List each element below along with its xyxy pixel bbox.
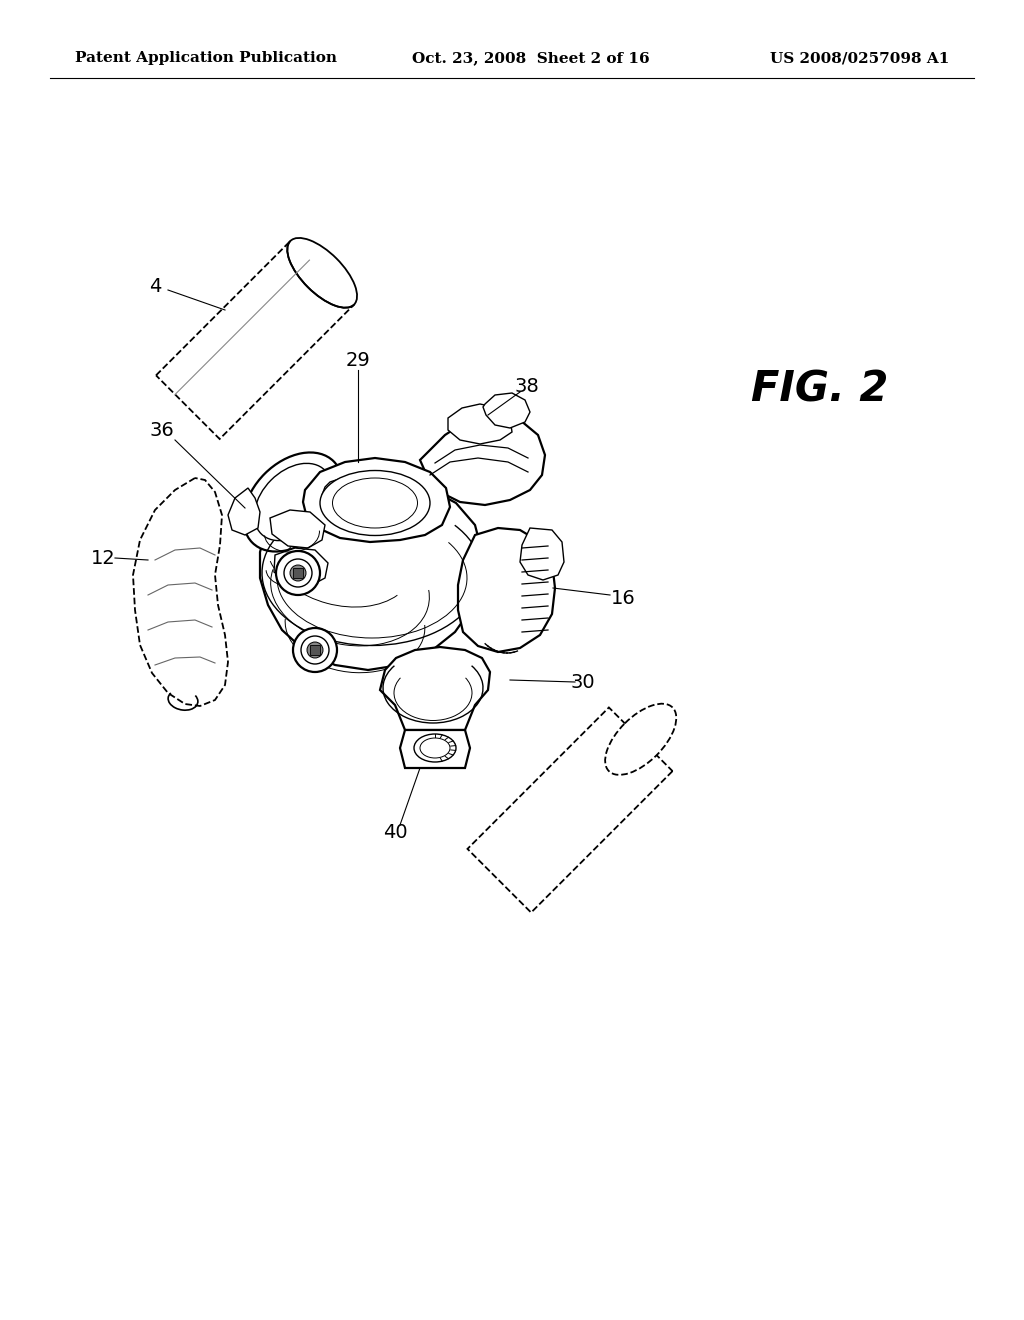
Text: 40: 40 [383,822,408,842]
Ellipse shape [605,704,676,775]
Text: 16: 16 [610,589,635,607]
Ellipse shape [244,453,343,552]
Polygon shape [310,645,319,655]
Text: 36: 36 [150,421,174,440]
Ellipse shape [414,734,456,762]
Polygon shape [420,414,545,506]
Ellipse shape [333,478,418,528]
Polygon shape [270,510,325,548]
Ellipse shape [301,636,329,664]
Ellipse shape [293,628,337,672]
Ellipse shape [276,550,319,595]
Polygon shape [520,528,564,579]
Ellipse shape [307,642,323,657]
Text: 4: 4 [148,277,161,297]
Polygon shape [400,730,470,768]
Ellipse shape [254,463,332,541]
Text: Patent Application Publication: Patent Application Publication [75,51,337,65]
Ellipse shape [284,558,312,587]
Text: 29: 29 [346,351,371,370]
Polygon shape [133,478,228,706]
Ellipse shape [288,238,357,308]
Ellipse shape [420,738,450,758]
Text: FIG. 2: FIG. 2 [752,370,889,411]
Text: 30: 30 [570,672,595,692]
Polygon shape [156,242,354,440]
Text: 12: 12 [91,549,116,568]
Text: US 2008/0257098 A1: US 2008/0257098 A1 [770,51,949,65]
Polygon shape [293,568,303,578]
Ellipse shape [319,470,430,536]
Ellipse shape [290,565,306,581]
Polygon shape [228,488,260,535]
Polygon shape [322,478,348,508]
Polygon shape [458,528,555,652]
Polygon shape [274,548,328,586]
Polygon shape [483,393,530,428]
Polygon shape [303,458,450,543]
Polygon shape [449,404,512,444]
Polygon shape [380,647,490,730]
Polygon shape [468,708,673,912]
Text: 38: 38 [515,378,540,396]
Text: Oct. 23, 2008  Sheet 2 of 16: Oct. 23, 2008 Sheet 2 of 16 [412,51,649,65]
Polygon shape [260,480,482,671]
